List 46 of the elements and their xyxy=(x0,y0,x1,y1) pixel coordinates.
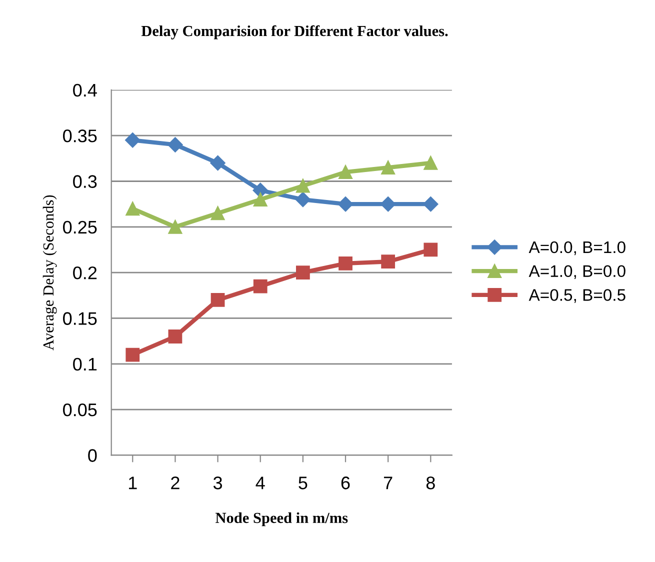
legend-label: A=0.5, B=0.5 xyxy=(528,289,626,303)
point xyxy=(381,254,396,269)
legend-label: A=1.0, B=0.0 xyxy=(528,265,626,280)
x-tick-label: 5 xyxy=(298,476,308,490)
point xyxy=(168,137,183,152)
x-tick-label: 6 xyxy=(341,476,350,490)
x-tick-label: 2 xyxy=(171,476,180,490)
point xyxy=(253,192,268,206)
point xyxy=(126,348,140,362)
chart-title: Delay Comparision for Different Factor values. xyxy=(141,25,448,40)
x-tick-label: 3 xyxy=(213,476,222,490)
point xyxy=(210,206,225,220)
y-tick-label: 0.05 xyxy=(63,403,97,416)
point xyxy=(210,155,226,171)
point xyxy=(168,220,182,234)
y-tick-label: 0.4 xyxy=(73,84,97,97)
y-tick-label: 0 xyxy=(88,449,97,462)
y-tick-label: 0.3 xyxy=(73,175,97,188)
point xyxy=(296,178,310,193)
y-axis-title: Average Delay (Seconds) xyxy=(42,195,57,350)
point xyxy=(380,196,396,212)
point xyxy=(338,165,352,180)
point xyxy=(381,160,396,174)
point xyxy=(295,192,311,208)
point xyxy=(338,256,352,270)
y-tick-label: 0.2 xyxy=(73,266,97,280)
point xyxy=(126,202,140,216)
point xyxy=(296,266,310,280)
x-tick-label: 8 xyxy=(426,476,435,490)
y-tick-label: 0.1 xyxy=(73,358,97,371)
x-tick-label: 7 xyxy=(384,476,392,490)
legend-label: A=0.0, B=1.0 xyxy=(528,241,626,256)
point xyxy=(424,242,438,257)
point xyxy=(253,279,268,294)
y-tick-label: 0.25 xyxy=(63,220,97,234)
point xyxy=(423,196,438,212)
point xyxy=(168,330,182,344)
point xyxy=(210,293,225,307)
x-tick-label: 1 xyxy=(128,476,137,490)
y-tick-label: 0.15 xyxy=(63,312,97,325)
x-axis-title: Node Speed in m/ms xyxy=(216,512,348,526)
x-tick-label: 4 xyxy=(256,476,265,490)
point xyxy=(424,156,438,170)
point xyxy=(125,132,140,148)
point xyxy=(338,196,354,212)
y-tick-label: 0.35 xyxy=(63,130,97,142)
